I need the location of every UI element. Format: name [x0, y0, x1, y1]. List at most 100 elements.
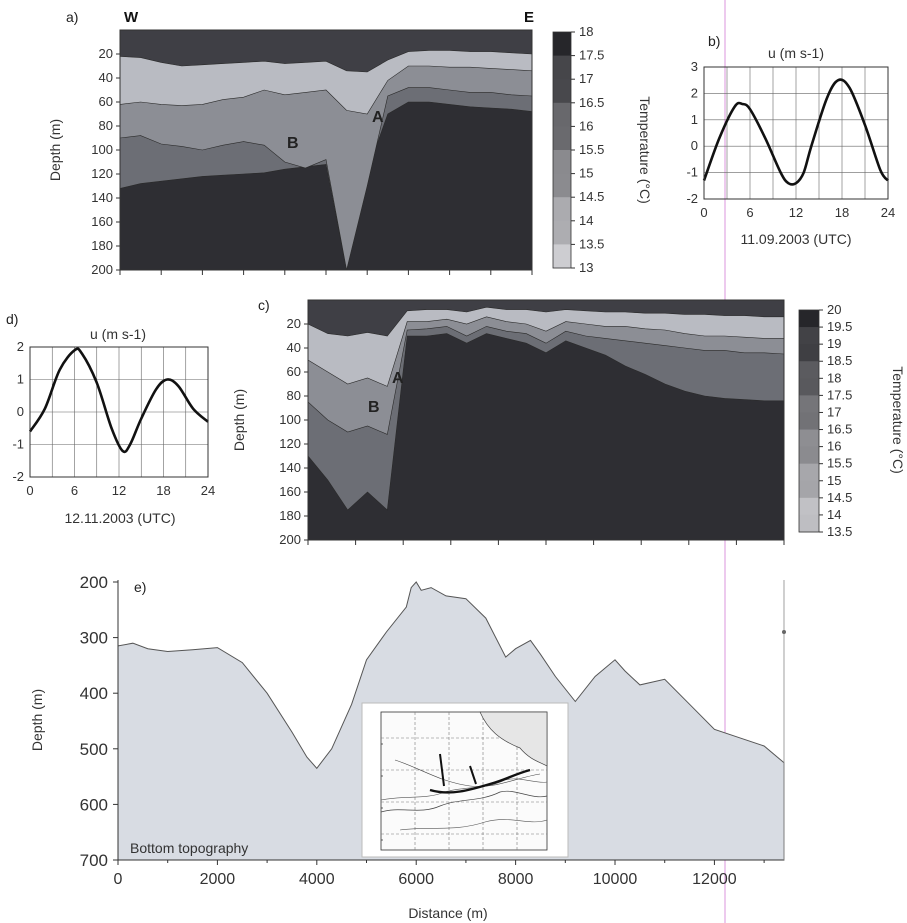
- inset-contour-2: [380, 778, 548, 801]
- field-surface-band: [120, 30, 532, 73]
- panel-a-annotation-b: B: [287, 135, 299, 152]
- colorbar-frame: [798, 309, 820, 533]
- y-tick-label: 140: [279, 460, 301, 475]
- panel-c-label: c): [258, 297, 270, 313]
- panel-a-x-ticks: [119, 270, 533, 275]
- panel-a: a) W E 20 40 60 80 100 120 140 160 180 200 Depth …: [47, 9, 653, 277]
- x-tick-label: 6000: [398, 871, 434, 888]
- colorbar-tick-label: 13: [579, 260, 593, 275]
- east-label: E: [524, 9, 534, 26]
- colorbar-tick-label: 14.5: [579, 189, 604, 204]
- colorbar-swatch: [799, 327, 819, 345]
- panel-b-label: b): [708, 33, 720, 49]
- colorbar-tick-label: 17.5: [579, 48, 604, 63]
- colorbar-swatch: [799, 361, 819, 379]
- y-tick-label: -1: [686, 165, 698, 180]
- y-tick-label: 120: [279, 436, 301, 451]
- colorbar-tick-label: 17: [579, 71, 593, 86]
- y-tick-label: -2: [12, 469, 24, 484]
- colorbar-swatch: [553, 173, 571, 198]
- y-tick-label: 0: [691, 138, 698, 153]
- colorbar-tick-label: 17: [827, 404, 841, 419]
- panel-c-annotation-b: B: [368, 399, 380, 416]
- colorbar-swatch: [553, 150, 571, 175]
- colorbar-tick-label: 18: [827, 370, 841, 385]
- field-mid-band: [308, 300, 784, 435]
- colorbar-swatch: [553, 32, 571, 57]
- y-tick-label: 700: [80, 851, 108, 870]
- y-tick-label: 2: [691, 85, 698, 100]
- panel-b-velocity-line: [702, 78, 890, 186]
- y-tick-label: 200: [279, 532, 301, 547]
- x-tick-label: 12: [789, 205, 803, 220]
- panel-e-ticks: 200 300 400 500 600 700 0 2000 4000 6000 8000 10000…: [80, 573, 765, 888]
- panel-d-x-label: 12.11.2003 (UTC): [64, 510, 175, 526]
- colorbar-tick-label: 14: [827, 507, 841, 522]
- x-tick-label: 0: [26, 483, 33, 498]
- colorbar-tick-label: 15: [827, 473, 841, 488]
- x-tick-label: 2000: [200, 871, 236, 888]
- panel-d-label: d): [6, 311, 18, 327]
- colorbar-tick-label: 20: [827, 302, 841, 317]
- panel-d-frame: [29, 346, 209, 478]
- y-tick-label: 180: [279, 508, 301, 523]
- y-tick-label: 100: [279, 412, 301, 427]
- y-tick-label: 20: [99, 46, 113, 61]
- y-tick-label: 80: [99, 118, 113, 133]
- panel-a-y-ticks: 20 40 60 80 100 120 140 160 180 200: [91, 46, 120, 277]
- colorbar-swatch: [799, 480, 819, 499]
- y-tick-label: 20: [287, 316, 301, 331]
- panel-b-x-label: 11.09.2003 (UTC): [740, 231, 851, 247]
- y-tick-label: 500: [80, 740, 108, 759]
- panel-c-colorbar-label: Temperature (°C): [890, 366, 906, 474]
- colorbar-swatch: [799, 412, 819, 431]
- colorbar-swatch: [799, 463, 819, 482]
- location-map-inset: [361, 702, 569, 858]
- x-tick-label: 4000: [299, 871, 335, 888]
- colorbar-tick-label: 16.5: [827, 422, 852, 437]
- colorbar-tick-label: 14.5: [827, 490, 852, 505]
- colorbar-swatch: [799, 446, 819, 465]
- y-tick-label: 160: [279, 484, 301, 499]
- inset-ticks: [381, 743, 383, 841]
- colorbar-tick-label: 19: [827, 336, 841, 351]
- colorbar-swatch: [799, 395, 819, 413]
- inset-contour-4: [399, 819, 548, 831]
- colorbar-swatch: [799, 429, 819, 448]
- panel-e-x-label: Distance (m): [408, 905, 487, 921]
- panel-c-annotation-a: A: [392, 370, 404, 387]
- colorbar-tick-label: 16.5: [579, 95, 604, 110]
- y-tick-label: 200: [91, 262, 113, 277]
- panel-a-colorbar: 18 17.5 17 16.5 16 15.5 15 14.5 14 13.5 13: [552, 24, 604, 275]
- x-tick-label: 10000: [593, 871, 638, 888]
- colorbar-swatch: [553, 79, 571, 104]
- inset-contour-3: [394, 759, 541, 787]
- colorbar-swatch: [799, 514, 819, 533]
- colorbar-tick-label: 13.5: [827, 524, 852, 539]
- colorbar-tick-label: 15.5: [827, 456, 852, 471]
- x-tick-label: 0: [114, 871, 123, 888]
- field-deep-band: [308, 300, 784, 511]
- y-tick-label: 0: [17, 404, 24, 419]
- colorbar-swatch: [553, 102, 571, 127]
- y-tick-label: 60: [99, 94, 113, 109]
- y-tick-label: 80: [287, 388, 301, 403]
- y-tick-label: 400: [80, 684, 108, 703]
- panel-e-label: e): [134, 579, 146, 595]
- panel-c-x-ticks: [307, 540, 785, 545]
- y-tick-label: 40: [287, 340, 301, 355]
- panel-e: e) 200 300 400 500 600 700 0 2000 4000 6000 8000 10…: [29, 573, 786, 921]
- panel-a-label: a): [66, 9, 78, 25]
- y-tick-label: 40: [99, 70, 113, 85]
- x-tick-label: 0: [700, 205, 707, 220]
- x-tick-label: 18: [835, 205, 849, 220]
- y-tick-label: 60: [287, 364, 301, 379]
- panel-d: d) u (m s-1) 210-1-20 6 12 18 24 12.11.2003 …: [6, 311, 215, 526]
- panel-c-colorbar: 20 19.5 19 18.5 18 17.5 17 16.5 16 15.5 15 14.5 14 13…: [798, 302, 852, 539]
- inset-contour-1: [380, 790, 548, 813]
- panel-d-title: u (m s-1): [90, 326, 146, 342]
- colorbar-tick-label: 16: [827, 439, 841, 454]
